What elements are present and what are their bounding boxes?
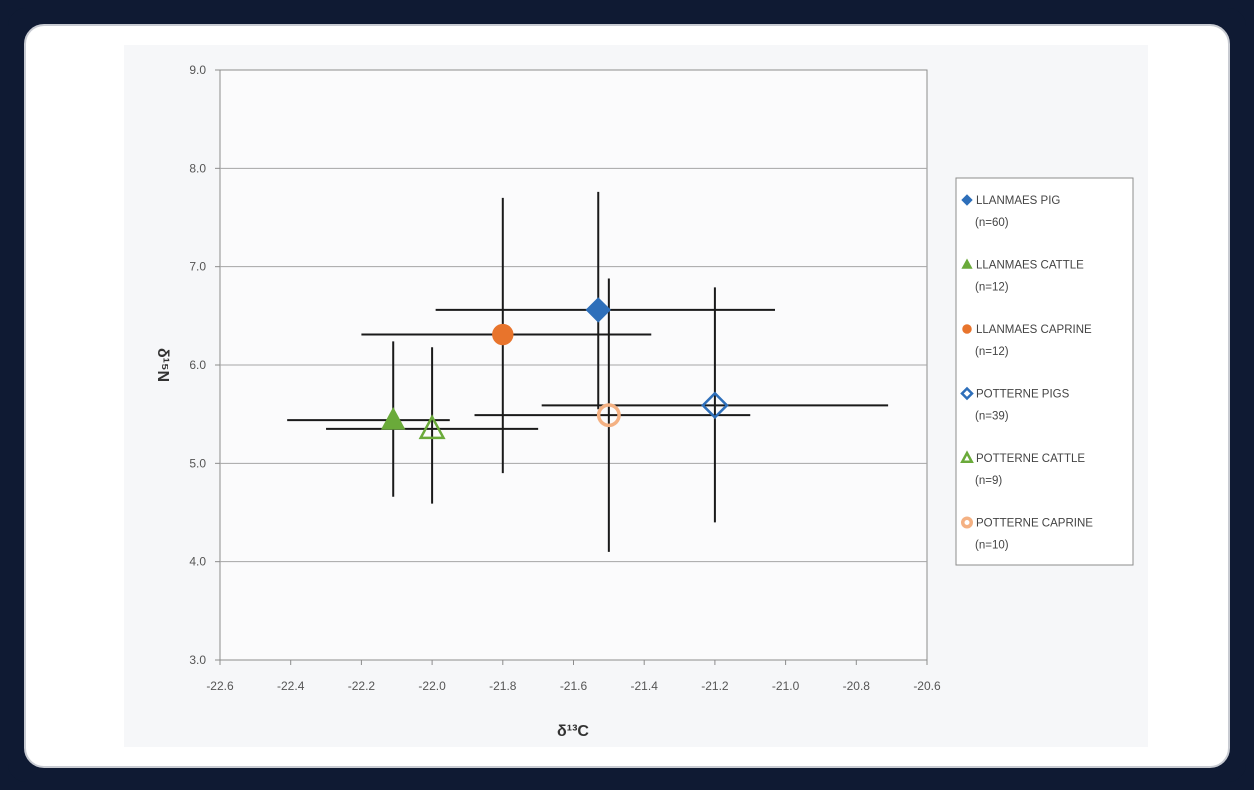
legend-marker — [962, 324, 972, 334]
y-tick-label: 9.0 — [189, 63, 206, 77]
x-tick-label: -20.6 — [913, 679, 941, 693]
legend-marker — [960, 450, 974, 463]
data-point — [596, 403, 621, 428]
y-axis-title: δ¹⁵N — [154, 348, 171, 382]
data-point — [492, 323, 514, 346]
x-tick-label: -21.2 — [701, 679, 729, 693]
x-tick-label: -20.8 — [843, 679, 871, 693]
y-tick-label: 6.0 — [189, 358, 206, 372]
y-tick-label: 7.0 — [189, 260, 206, 274]
legend-label: POTTERNE CAPRINE — [976, 518, 1093, 530]
y-tick-label: 3.0 — [189, 653, 206, 667]
y-tick-label: 8.0 — [189, 161, 206, 175]
data-point — [585, 297, 611, 323]
legend-marker — [961, 516, 973, 529]
legend-count: (n=60) — [975, 217, 1009, 229]
legend-count: (n=10) — [975, 540, 1009, 552]
x-tick-labels: -22.6 -22.4 -22.2 -22.0 -21.8 -21.6 -21.4 -21.2… — [206, 679, 941, 693]
y-tick-label: 4.0 — [189, 555, 206, 569]
legend: LLANMAES PIG (n=60) LLANMAES CATTLE (n=12) L… — [960, 194, 1093, 552]
x-tick-label: -22.4 — [277, 679, 305, 693]
x-tick-label: -22.2 — [348, 679, 376, 693]
legend-label: LLANMAES CATTLE — [976, 260, 1084, 272]
x-tick-label: -21.0 — [772, 679, 800, 693]
legend-count: (n=39) — [975, 411, 1009, 423]
x-tick-label: -21.8 — [489, 679, 517, 693]
legend-marker — [961, 194, 973, 206]
gridlines — [215, 69, 928, 665]
y-tick-label: 5.0 — [189, 456, 206, 470]
x-tick-label: -22.6 — [206, 679, 234, 693]
legend-box — [955, 177, 1134, 566]
x-axis-title: δ¹³C — [557, 723, 589, 740]
legend-label: POTTERNE PIGS — [976, 389, 1070, 401]
y-tick-labels: 3.0 4.0 5.0 6.0 7.0 8.0 9.0 — [189, 63, 206, 667]
data-points — [380, 297, 729, 440]
data-point — [418, 414, 446, 440]
data-point — [380, 407, 406, 430]
legend-marker — [960, 386, 974, 401]
legend-label: POTTERNE CATTLE — [976, 453, 1085, 465]
legend-count: (n=12) — [975, 346, 1009, 358]
legend-label: LLANMAES CAPRINE — [976, 324, 1092, 336]
x-tick-label: -22.0 — [418, 679, 446, 693]
legend-marker — [961, 258, 973, 269]
x-tick-label: -21.4 — [631, 679, 659, 693]
legend-count: (n=9) — [975, 475, 1002, 487]
legend-label: LLANMAES PIG — [976, 195, 1060, 207]
x-tick-label: -21.6 — [560, 679, 588, 693]
data-point — [701, 391, 729, 420]
legend-count: (n=12) — [975, 282, 1009, 294]
